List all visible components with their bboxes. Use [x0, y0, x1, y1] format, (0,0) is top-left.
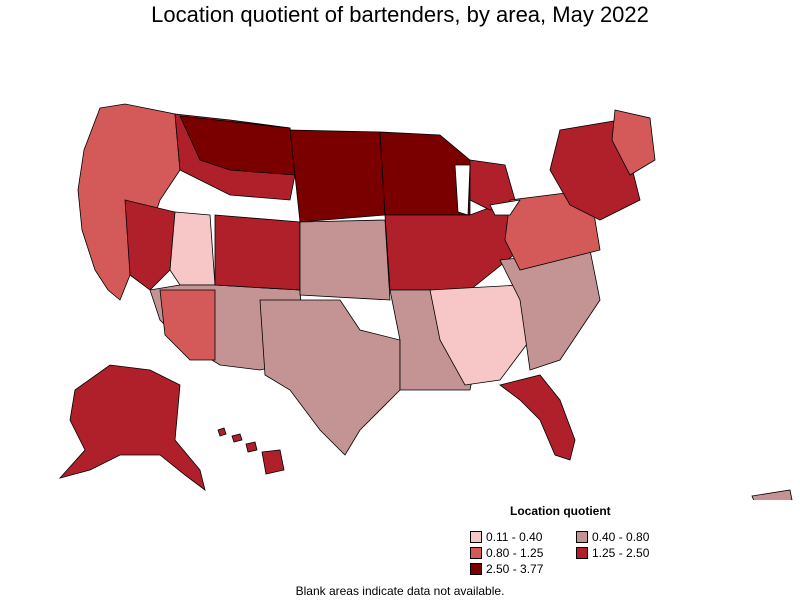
legend-item-0: 0.11 - 0.40	[470, 530, 542, 544]
legend-title: Location quotient	[510, 504, 611, 518]
legend-swatch-2	[470, 547, 482, 559]
region-great-plains	[289, 129, 386, 223]
region-puerto-rico	[751, 489, 793, 500]
footnote: Blank areas indicate data not available.	[295, 584, 505, 598]
legend-swatch-4	[470, 563, 482, 575]
region-nevada	[124, 199, 176, 291]
legend-label-2: 0.80 - 1.25	[486, 546, 544, 560]
region-texas	[259, 299, 401, 456]
region-arizona	[159, 289, 216, 361]
legend-item-2: 0.80 - 1.25	[470, 546, 543, 560]
region-alaska	[58, 364, 206, 491]
legend-swatch-3	[576, 547, 588, 559]
legend-label-0: 0.11 - 0.40	[486, 530, 543, 544]
region-florida	[499, 374, 576, 461]
region-hawaii	[217, 427, 285, 475]
legend-label-4: 2.50 - 3.77	[486, 562, 544, 576]
legend-item-3: 1.25 - 2.50	[576, 546, 649, 560]
region-utah	[169, 211, 216, 286]
legend-swatch-0	[470, 531, 482, 543]
region-maine	[611, 109, 656, 176]
region-colorado	[214, 214, 301, 291]
great-lakes	[454, 164, 521, 216]
legend-label-1: 0.40 - 0.80	[592, 530, 650, 544]
region-montana-north	[179, 115, 296, 176]
legend-item-4: 2.50 - 3.77	[470, 562, 543, 576]
legend-swatch-1	[576, 531, 588, 543]
legend-item-1: 0.40 - 0.80	[576, 530, 649, 544]
legend-label-3: 1.25 - 2.50	[592, 546, 650, 560]
map-title: Location quotient of bartenders, by area…	[151, 2, 649, 27]
us-choropleth-map	[58, 103, 793, 500]
region-kansas	[299, 219, 391, 301]
